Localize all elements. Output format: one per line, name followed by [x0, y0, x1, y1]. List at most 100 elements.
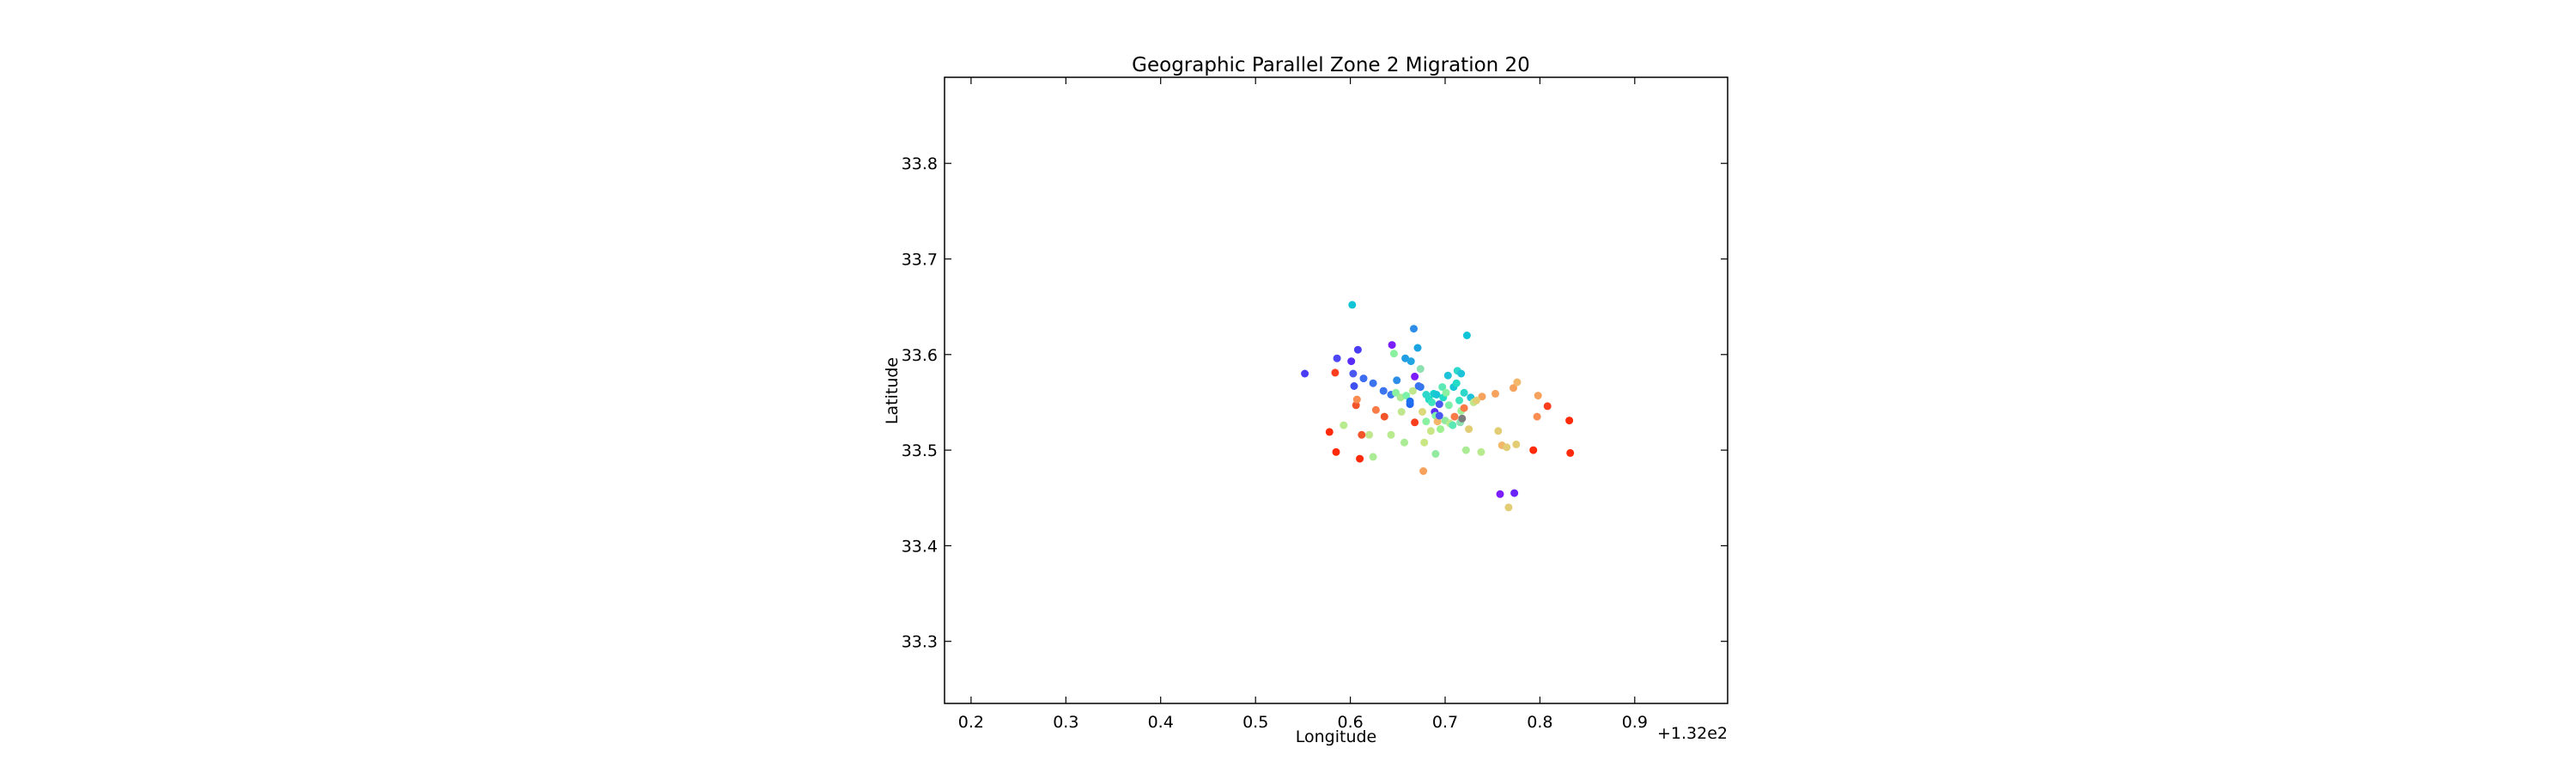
data-point-65 — [1400, 438, 1408, 447]
x-tick-label-2: 0.4 — [1148, 713, 1174, 732]
data-point-6 — [1359, 374, 1368, 383]
data-point-84 — [1414, 382, 1423, 390]
data-point-10 — [1388, 341, 1396, 350]
data-point-33 — [1478, 393, 1486, 401]
data-point-95 — [1419, 408, 1426, 416]
data-point-66 — [1387, 430, 1395, 439]
y-tick-label-3: 33.6 — [902, 346, 938, 365]
data-point-58 — [1566, 448, 1575, 457]
data-point-49 — [1503, 443, 1511, 452]
x-tick-label-4: 0.6 — [1337, 713, 1363, 732]
data-point-60 — [1510, 489, 1519, 497]
data-point-46 — [1477, 447, 1485, 456]
data-point-2 — [1347, 357, 1356, 366]
data-point-62 — [1419, 467, 1428, 475]
data-point-56 — [1533, 412, 1541, 421]
data-point-38 — [1437, 425, 1444, 434]
y-tick-label-5: 33.8 — [902, 155, 938, 173]
data-point-53 — [1513, 378, 1522, 386]
data-point-77 — [1371, 405, 1380, 414]
plot-frame — [944, 76, 1728, 704]
data-point-34 — [1492, 389, 1499, 398]
data-point-74 — [1331, 368, 1340, 377]
data-point-97 — [1389, 350, 1398, 358]
data-point-61 — [1504, 503, 1513, 512]
data-point-72 — [1325, 428, 1334, 436]
data-point-17 — [1411, 372, 1419, 380]
data-point-55 — [1543, 402, 1552, 411]
data-point-51 — [1529, 446, 1538, 454]
x-tick-label-1: 0.3 — [1053, 713, 1078, 732]
x-tick-label-5: 0.7 — [1432, 713, 1458, 732]
data-point-64 — [1420, 438, 1429, 447]
x-tick-label-7: 0.9 — [1622, 713, 1648, 732]
data-point-0 — [1301, 369, 1309, 378]
data-point-71 — [1340, 421, 1348, 429]
y-tick-label-0: 33.3 — [902, 633, 938, 652]
data-point-70 — [1358, 430, 1366, 439]
data-point-90 — [1452, 379, 1461, 387]
data-point-50 — [1512, 440, 1521, 448]
data-point-96 — [1406, 397, 1414, 405]
data-point-92 — [1458, 414, 1467, 423]
data-point-52 — [1510, 384, 1517, 393]
data-point-21 — [1462, 332, 1471, 339]
data-point-86 — [1428, 398, 1436, 406]
x-offset-label: +1.32e2 — [1657, 724, 1728, 743]
data-point-101 — [1460, 404, 1468, 412]
chart-title: Geographic Parallel Zone 2 Migration 20 — [1132, 54, 1530, 76]
data-point-82 — [1402, 392, 1411, 400]
data-point-83 — [1408, 386, 1417, 395]
data-point-59 — [1496, 490, 1504, 498]
data-point-88 — [1438, 383, 1447, 392]
data-point-39 — [1426, 427, 1435, 435]
data-point-42 — [1450, 412, 1459, 421]
y-tick-label-2: 33.5 — [902, 441, 938, 460]
data-point-47 — [1494, 427, 1503, 435]
y-axis-title: Latitude — [883, 357, 902, 424]
data-point-73 — [1332, 447, 1340, 456]
data-point-78 — [1380, 412, 1388, 421]
data-point-68 — [1369, 453, 1377, 461]
data-point-67 — [1365, 430, 1374, 439]
data-point-69 — [1356, 454, 1364, 463]
data-point-11 — [1393, 376, 1401, 385]
data-point-89 — [1442, 388, 1450, 397]
data-point-98 — [1435, 411, 1443, 420]
data-point-13 — [1406, 357, 1415, 366]
data-point-75 — [1352, 401, 1360, 410]
data-point-4 — [1350, 382, 1358, 390]
data-point-1 — [1333, 354, 1341, 362]
x-axis-title: Longitude — [1296, 727, 1377, 746]
x-tick-label-6: 0.8 — [1527, 713, 1552, 732]
x-tick-label-3: 0.5 — [1242, 713, 1268, 732]
data-point-7 — [1369, 379, 1377, 387]
data-point-54 — [1534, 392, 1542, 400]
data-point-103 — [1422, 391, 1431, 399]
data-point-80 — [1392, 388, 1400, 397]
data-point-23 — [1435, 400, 1443, 409]
data-point-40 — [1422, 417, 1431, 426]
y-tick-label-4: 33.7 — [902, 251, 938, 270]
data-point-45 — [1461, 446, 1470, 454]
data-point-87 — [1432, 391, 1441, 399]
data-point-20 — [1348, 301, 1357, 309]
data-point-93 — [1449, 421, 1457, 429]
data-point-16 — [1413, 344, 1422, 352]
data-point-18 — [1416, 365, 1425, 373]
data-point-29 — [1455, 396, 1463, 405]
data-point-100 — [1472, 396, 1480, 405]
data-point-63 — [1431, 450, 1440, 458]
data-point-57 — [1565, 417, 1574, 425]
data-point-30 — [1460, 388, 1468, 397]
data-point-3 — [1353, 345, 1362, 354]
data-point-44 — [1465, 425, 1473, 434]
y-tick-label-1: 33.4 — [902, 537, 938, 556]
x-tick-label-0: 0.2 — [958, 713, 984, 732]
data-point-26 — [1443, 371, 1452, 380]
data-point-102 — [1397, 408, 1406, 416]
data-point-8 — [1379, 386, 1388, 395]
data-point-91 — [1444, 401, 1453, 410]
data-point-79 — [1411, 418, 1419, 427]
